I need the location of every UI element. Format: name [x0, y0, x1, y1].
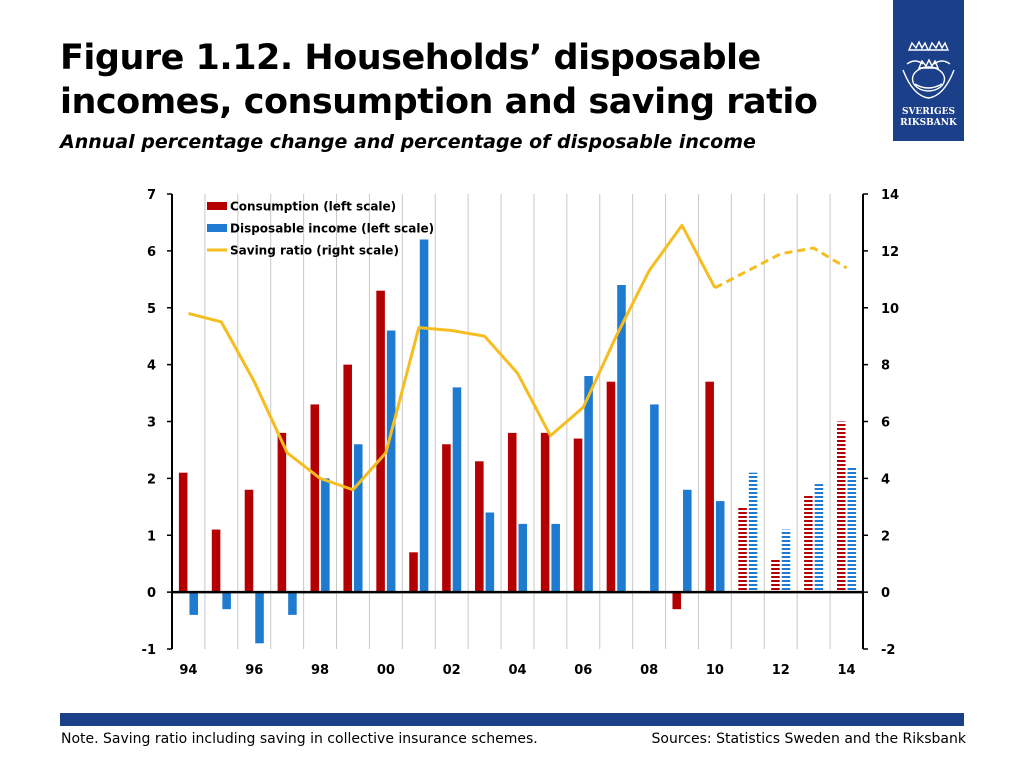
- bar-consumption-2011: [738, 506, 747, 593]
- left-tick-label: 1: [147, 529, 156, 544]
- legend: Consumption (left scale) Disposable incom…: [207, 200, 434, 258]
- left-tick-label: 6: [147, 245, 156, 260]
- bar-consumption-2010: [705, 381, 714, 593]
- x-tick-label: 98: [311, 663, 329, 678]
- x-tick-label: 08: [640, 663, 658, 678]
- footer-note: Note. Saving ratio including saving in c…: [61, 731, 538, 747]
- left-tick-label: 0: [147, 586, 156, 601]
- footer-sources: Sources: Statistics Sweden and the Riksb…: [651, 731, 966, 747]
- right-tick-label: -2: [881, 643, 895, 658]
- bar-income-2000: [386, 330, 396, 593]
- bar-consumption-2009: [672, 592, 682, 610]
- right-tick-label: 0: [881, 586, 890, 601]
- bar-income-1997: [288, 592, 297, 615]
- footer-bar: [60, 713, 964, 726]
- x-tick-label: 02: [443, 663, 461, 678]
- bar-consumption-1997: [277, 432, 287, 593]
- page-subtitle: Annual percentage change and percentage …: [60, 131, 756, 153]
- left-tick-label: 2: [147, 472, 156, 487]
- saving-ratio-line: [188, 223, 848, 492]
- bar-income-1999: [353, 444, 363, 593]
- bar-income-2011: [748, 472, 758, 593]
- bar-consumption-2006: [573, 438, 583, 593]
- legend-label: Disposable income (left scale): [230, 222, 434, 236]
- left-tick-label: -1: [142, 643, 156, 658]
- bar-consumption-1995: [211, 529, 221, 593]
- riksbank-crown-emblem-icon: [902, 40, 955, 99]
- legend-swatch-income: [207, 224, 227, 232]
- logo-wordmark: SVERIGES RIKSBANK: [900, 107, 957, 128]
- x-tick-label: 12: [772, 663, 790, 678]
- bar-income-2001: [419, 239, 429, 593]
- right-tick-label: 4: [881, 472, 890, 487]
- bar-income-2003: [485, 512, 495, 593]
- x-tick-label: 94: [179, 663, 197, 678]
- right-tick-label: 14: [881, 188, 899, 203]
- bar-consumption-2000: [376, 290, 385, 593]
- bar-consumption-2002: [442, 444, 451, 593]
- right-tick-label: 6: [881, 416, 890, 431]
- bar-income-1996: [255, 592, 264, 644]
- bar-income-2009: [683, 489, 692, 593]
- left-tick-label: 4: [147, 359, 156, 374]
- bar-income-1994: [189, 592, 199, 615]
- right-tick-label: 8: [881, 359, 890, 374]
- legend-label: Consumption (left scale): [230, 200, 396, 214]
- page-title: Figure 1.12. Households’ disposable inco…: [60, 38, 818, 122]
- bar-consumption-2014: [836, 421, 846, 593]
- bar-income-2012: [781, 529, 791, 593]
- bar-consumption-2007: [606, 381, 616, 593]
- bars: [178, 239, 857, 644]
- bar-consumption-2013: [804, 495, 813, 593]
- legend-swatch-consumption: [207, 202, 227, 210]
- bar-income-2013: [814, 484, 824, 593]
- bar-income-2004: [518, 523, 528, 593]
- right-tick-label: 12: [881, 245, 899, 260]
- x-tick-label: 06: [574, 663, 592, 678]
- bar-income-2002: [452, 387, 462, 593]
- bar-consumption-1998: [310, 404, 320, 593]
- x-tick-label: 14: [838, 663, 856, 678]
- bar-consumption-1999: [343, 364, 352, 593]
- bar-income-2010: [715, 501, 725, 593]
- gridlines: [204, 194, 831, 649]
- saving-ratio-line-actual: [188, 223, 717, 492]
- bar-income-1995: [222, 592, 231, 610]
- bar-income-2014: [847, 467, 857, 593]
- bar-consumption-2001: [409, 552, 418, 593]
- left-tick-label: 5: [147, 302, 156, 317]
- riksbank-logo: SVERIGES RIKSBANK: [893, 0, 964, 141]
- bar-consumption-1996: [244, 489, 254, 593]
- bar-consumption-2005: [540, 432, 550, 593]
- right-tick-label: 2: [881, 529, 890, 544]
- bar-income-1998: [321, 478, 330, 593]
- x-tick-label: 96: [245, 663, 263, 678]
- bar-consumption-2012: [771, 558, 780, 593]
- bar-income-2008: [650, 404, 659, 593]
- bar-consumption-1994: [178, 472, 188, 593]
- x-tick-label: 10: [706, 663, 724, 678]
- bar-income-2006: [584, 376, 593, 593]
- saving-ratio-line-forecast: [714, 246, 848, 290]
- legend-label: Saving ratio (right scale): [230, 244, 399, 258]
- bar-income-2007: [617, 285, 626, 593]
- x-tick-label: 00: [377, 663, 395, 678]
- x-tick-label: 04: [508, 663, 526, 678]
- left-tick-label: 3: [147, 416, 156, 431]
- bar-consumption-2004: [507, 432, 517, 593]
- right-tick-label: 10: [881, 302, 899, 317]
- left-tick-label: 7: [147, 188, 156, 203]
- bar-consumption-2003: [475, 461, 484, 593]
- bar-income-2005: [551, 523, 560, 593]
